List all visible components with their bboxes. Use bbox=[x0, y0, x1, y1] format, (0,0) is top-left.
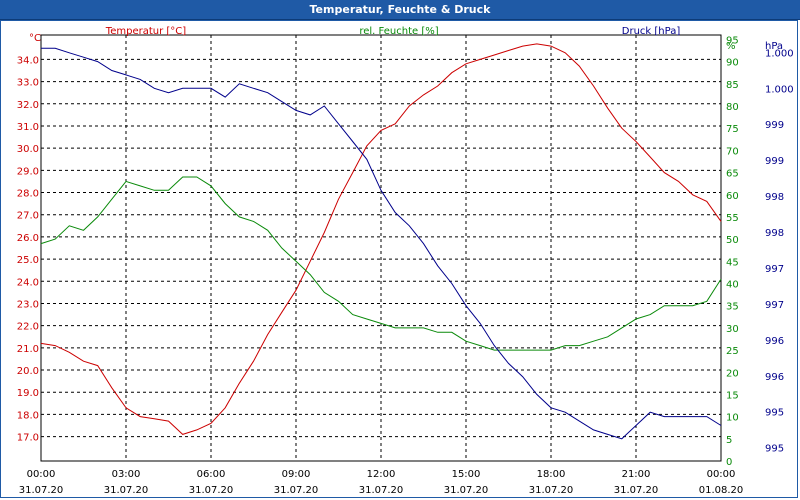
x-tick-time: 00:00 bbox=[27, 469, 56, 480]
x-tick-time: 00:00 bbox=[707, 469, 736, 480]
x-tick-date: 31.07.20 bbox=[19, 485, 64, 496]
pressure-tick-label: 999 bbox=[765, 120, 784, 131]
temperature-tick-label: 25.0 bbox=[17, 255, 39, 266]
humidity-tick-label: 90 bbox=[726, 58, 739, 69]
pressure-tick-label: 998 bbox=[765, 228, 784, 239]
chart-frame: 00:00 31.07.20 03:00 31.07.20 06:00 31.07.20 0… bbox=[0, 20, 798, 498]
x-tick-date: 31.07.20 bbox=[614, 485, 659, 496]
x-tick-time: 18:00 bbox=[537, 469, 566, 480]
x-tick-time: 06:00 bbox=[197, 469, 226, 480]
x-tick-date: 31.07.20 bbox=[189, 485, 234, 496]
x-tick-date: 31.07.20 bbox=[444, 485, 489, 496]
x-tick-time: 15:00 bbox=[452, 469, 481, 480]
x-tick-date: 31.07.20 bbox=[529, 485, 574, 496]
temperature-tick-label: 22.0 bbox=[17, 322, 39, 333]
pressure-tick-label: 999 bbox=[765, 156, 784, 167]
temperature-tick-label: 32.0 bbox=[17, 100, 39, 111]
temperature-axis-title: Temperatur [°C] bbox=[105, 26, 186, 37]
series-line-pressure bbox=[41, 47, 722, 440]
humidity-tick-label: 5 bbox=[726, 435, 732, 446]
pressure-unit: hPa bbox=[765, 41, 783, 52]
pressure-tick-label: 997 bbox=[765, 264, 784, 275]
temperature-tick-label: 34.0 bbox=[17, 55, 39, 66]
humidity-tick-label: 60 bbox=[726, 191, 739, 202]
pressure-axis-title: Druck [hPa] bbox=[622, 26, 681, 37]
temperature-tick-label: 27.0 bbox=[17, 211, 39, 222]
humidity-tick-label: 25 bbox=[726, 346, 739, 357]
x-tick-date: 31.07.20 bbox=[104, 485, 149, 496]
pressure-tick-label: 995 bbox=[765, 408, 784, 419]
pressure-tick-label: 996 bbox=[765, 372, 784, 383]
temperature-tick-label: 31.0 bbox=[17, 122, 39, 133]
pressure-tick-label: 1.000 bbox=[765, 84, 794, 95]
series-line-humidity bbox=[40, 176, 722, 351]
x-tick-time: 09:00 bbox=[282, 469, 311, 480]
x-tick-time: 12:00 bbox=[367, 469, 396, 480]
pressure-tick-label: 996 bbox=[765, 336, 784, 347]
temperature-tick-label: 17.0 bbox=[17, 433, 39, 444]
x-tick-date: 01.08.20 bbox=[699, 485, 744, 496]
humidity-tick-label: 55 bbox=[726, 213, 739, 224]
humidity-tick-label: 0 bbox=[726, 457, 732, 468]
temperature-tick-label: 24.0 bbox=[17, 277, 39, 288]
temperature-unit: °C bbox=[29, 33, 41, 44]
humidity-tick-label: 70 bbox=[726, 146, 739, 157]
temperature-tick-label: 28.0 bbox=[17, 189, 39, 200]
x-tick-date: 31.07.20 bbox=[274, 485, 319, 496]
temperature-tick-label: 30.0 bbox=[17, 144, 39, 155]
temperature-tick-label: 21.0 bbox=[17, 344, 39, 355]
x-tick-date: 31.07.20 bbox=[359, 485, 404, 496]
humidity-tick-label: 65 bbox=[726, 169, 739, 180]
humidity-tick-label: 20 bbox=[726, 368, 739, 379]
window-title: Temperatur, Feuchte & Druck bbox=[0, 0, 800, 20]
humidity-tick-label: 35 bbox=[726, 302, 739, 313]
series-line-temperature bbox=[40, 43, 722, 435]
chart: 00:00 31.07.20 03:00 31.07.20 06:00 31.07.20 0… bbox=[17, 26, 794, 496]
humidity-tick-label: 30 bbox=[726, 324, 739, 335]
humidity-tick-label: 10 bbox=[726, 413, 739, 424]
temperature-tick-label: 33.0 bbox=[17, 78, 39, 89]
temperature-tick-label: 20.0 bbox=[17, 366, 39, 377]
x-tick-time: 21:00 bbox=[622, 469, 651, 480]
temperature-tick-label: 29.0 bbox=[17, 166, 39, 177]
x-tick-time: 03:00 bbox=[112, 469, 141, 480]
temperature-tick-label: 26.0 bbox=[17, 233, 39, 244]
pressure-tick-label: 995 bbox=[765, 444, 784, 455]
humidity-tick-label: 85 bbox=[726, 80, 739, 91]
humidity-axis-title: rel. Feuchte [%] bbox=[359, 26, 438, 37]
humidity-tick-label: 40 bbox=[726, 280, 739, 291]
temperature-tick-label: 19.0 bbox=[17, 388, 39, 399]
humidity-tick-label: 15 bbox=[726, 390, 739, 401]
temperature-tick-label: 23.0 bbox=[17, 299, 39, 310]
pressure-tick-label: 997 bbox=[765, 300, 784, 311]
humidity-unit: % bbox=[726, 41, 736, 52]
humidity-tick-label: 45 bbox=[726, 257, 739, 268]
pressure-tick-label: 998 bbox=[765, 192, 784, 203]
humidity-tick-label: 50 bbox=[726, 235, 739, 246]
humidity-tick-label: 80 bbox=[726, 102, 739, 113]
pressure-tick-label: 1.000 bbox=[765, 48, 794, 59]
temperature-tick-label: 18.0 bbox=[17, 410, 39, 421]
humidity-tick-label: 95 bbox=[726, 35, 739, 46]
humidity-tick-label: 75 bbox=[726, 124, 739, 135]
